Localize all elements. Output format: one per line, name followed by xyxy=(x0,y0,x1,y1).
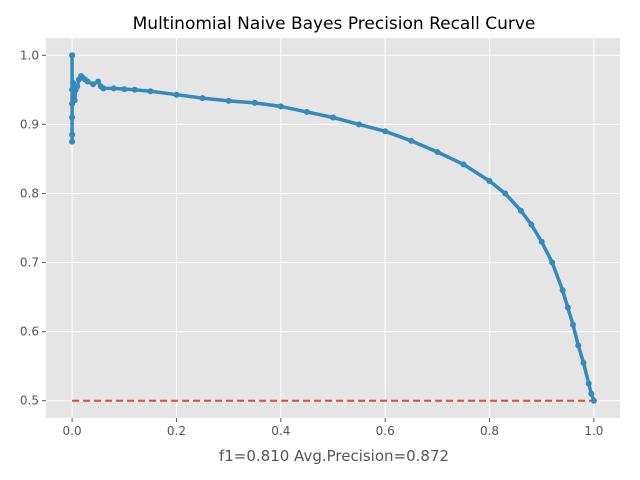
pr-curve-point xyxy=(538,238,545,245)
axis-ticks: 0.0 0.2 0.4 0.6 0.8 1.0 0.5 0.6 0.7 0.8 0.9 1.0 xyxy=(20,48,604,438)
pr-curve-point xyxy=(69,138,76,145)
pr-curve-point xyxy=(590,397,597,404)
pr-curve-point xyxy=(225,97,232,104)
pr-curve-point xyxy=(303,108,310,115)
pr-curve-point xyxy=(173,91,180,98)
x-tick-label: 1.0 xyxy=(584,424,603,438)
pr-curve-point xyxy=(69,131,76,138)
pr-curve-point xyxy=(131,86,138,93)
x-tick-label: 0.8 xyxy=(480,424,499,438)
pr-curve-point xyxy=(277,103,284,110)
pr-curve-point xyxy=(121,86,128,93)
pr-curve-point xyxy=(588,390,595,397)
pr-curve-point xyxy=(199,95,206,102)
pr-curve-point xyxy=(585,380,592,387)
pr-curve-point xyxy=(408,137,415,144)
x-axis-label: f1=0.810 Avg.Precision=0.872 xyxy=(219,447,449,465)
pr-curve-point xyxy=(486,178,493,184)
series-layer xyxy=(69,52,597,404)
pr-curve-point xyxy=(71,97,78,104)
pr-curve-point xyxy=(356,121,363,128)
pr-curve-point xyxy=(460,161,467,168)
pr-curve-point xyxy=(549,259,556,266)
pr-curve-point xyxy=(147,88,154,95)
pr-curve-point xyxy=(502,190,509,197)
y-tick-label: 0.9 xyxy=(20,117,39,131)
pr-curve-point xyxy=(90,81,96,88)
pr-curve-point xyxy=(110,85,117,92)
pr-curve-point xyxy=(528,221,535,228)
pr-curve-point xyxy=(69,114,76,121)
pr-curve-point xyxy=(575,342,582,349)
x-tick-label: 0.6 xyxy=(376,424,395,438)
y-tick-label: 1.0 xyxy=(20,48,39,62)
chart-title: Multinomial Naive Bayes Precision Recall… xyxy=(133,14,536,34)
pr-curve-point xyxy=(517,207,524,214)
pr-curve-point xyxy=(69,52,76,59)
pr-curve-point xyxy=(84,78,91,85)
pr-curve-point xyxy=(570,321,576,328)
x-tick-label: 0.0 xyxy=(63,424,82,438)
pr-curve-point xyxy=(434,149,441,155)
pr-curve-point xyxy=(74,83,81,90)
y-tick-label: 0.6 xyxy=(20,325,39,339)
x-tick-label: 0.4 xyxy=(271,424,290,438)
pr-curve-point xyxy=(251,99,258,106)
y-tick-label: 0.5 xyxy=(20,394,39,408)
x-tick-label: 0.2 xyxy=(167,424,186,438)
pr-curve-point xyxy=(382,128,389,135)
y-tick-label: 0.7 xyxy=(20,256,39,270)
pr-curve-point xyxy=(95,78,102,85)
pr-curve-point xyxy=(70,79,77,86)
pr-curve-point xyxy=(330,114,336,121)
pr-curve-point xyxy=(559,287,566,294)
y-tick-label: 0.8 xyxy=(20,186,39,200)
pr-curve-point xyxy=(564,304,571,311)
grid-lines xyxy=(46,38,620,418)
pr-curve-point xyxy=(580,359,587,366)
plot-area xyxy=(46,38,620,418)
pr-curve-point xyxy=(100,85,107,92)
